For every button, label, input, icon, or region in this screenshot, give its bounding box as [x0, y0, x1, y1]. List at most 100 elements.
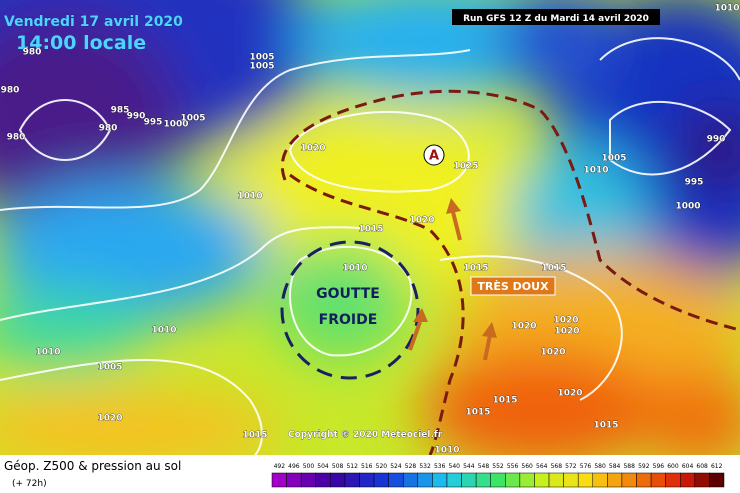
colorbar-tick-label: 552: [492, 463, 504, 470]
isobar-label: 1010: [151, 326, 176, 336]
colorbar-swatch: [650, 472, 666, 488]
colorbar-swatch: [446, 472, 462, 488]
colorbar-swatch: [577, 472, 594, 488]
colorbar-swatch: [592, 472, 608, 488]
isobar-label: 1020: [409, 216, 434, 226]
colorbar-tick-label: 524: [390, 463, 402, 470]
isobar-label: 1015: [465, 408, 490, 418]
date: Vendredi 17 avril 2020: [4, 14, 183, 30]
isobar-label: 1005: [180, 114, 205, 124]
isobar-label: 1000: [675, 202, 700, 212]
isobar-label: 1020: [554, 327, 579, 337]
isobar-label: 1015: [463, 264, 488, 274]
isobar-label: 1005: [97, 363, 122, 373]
isobar-label: 1010: [35, 348, 60, 358]
field: [0, 0, 740, 455]
colorbar-tick-label: 596: [653, 463, 665, 470]
colorbar-tick-label: 584: [609, 463, 621, 470]
colorbar-swatch: [709, 472, 725, 488]
isobar-label: 995: [144, 118, 163, 128]
colorbar-tick-label: 564: [536, 463, 548, 470]
colorbar-tick-label: 576: [580, 463, 592, 470]
colorbar-swatch: [300, 472, 316, 488]
colorbar-swatch: [621, 472, 637, 488]
isobar-label: 990: [707, 135, 726, 145]
isobar-label: 1005: [249, 62, 274, 72]
colorbar-tick-label: 504: [317, 463, 329, 470]
isobar-label: 1015: [242, 431, 267, 441]
isobar-label: 1010: [714, 4, 739, 14]
isobar-label: 1010: [434, 446, 459, 456]
colorbar-swatch: [461, 472, 477, 488]
isobar-label: 1025: [453, 162, 478, 172]
colorbar-tick-label: 544: [463, 463, 475, 470]
colorbar-tick-label: 556: [507, 463, 519, 470]
colorbar-tick-label: 560: [521, 463, 533, 470]
footer-title: Géop. Z500 & pression au sol: [4, 459, 181, 473]
isobar-label: 1020: [300, 144, 325, 154]
colorbar-swatch: [432, 472, 448, 488]
colorbar-tick-label: 540: [449, 463, 461, 470]
colorbar-tick-label: 532: [419, 463, 431, 470]
colorbar-tick-label: 600: [667, 463, 679, 470]
colorbar-tick-label: 512: [346, 463, 358, 470]
colorbar-swatch: [607, 472, 623, 488]
colorbar-tick-label: 500: [303, 463, 315, 470]
colorbar-tick-label: 604: [682, 463, 694, 470]
isobar-label: 980: [7, 133, 26, 143]
isobar-label: 1005: [601, 154, 626, 164]
colorbar-tick-label: 528: [405, 463, 417, 470]
colorbar-tick-label: 588: [623, 463, 635, 470]
isobar-label: 1015: [358, 225, 383, 235]
high-label: A: [429, 149, 439, 164]
colorbar-swatch: [271, 472, 287, 488]
colorbar: 492 496 500 504 508 512 516 520 524 528 532 536 540 5…: [271, 463, 725, 488]
colorbar-tick-label: 608: [696, 463, 708, 470]
isobar-label: 1010: [237, 192, 262, 202]
high-marker: [423, 144, 445, 166]
isobar-label: 980: [99, 124, 118, 134]
isobar-label: 1010: [583, 166, 608, 176]
isobar-label: 1020: [540, 348, 565, 358]
colorbar-swatch: [344, 472, 360, 488]
warm-box: [470, 276, 556, 296]
colorbar-tick-label: 548: [478, 463, 490, 470]
colorbar-swatch: [665, 472, 681, 488]
colorbar-swatch: [417, 472, 433, 488]
colorbar-swatch: [534, 472, 550, 488]
colorbar-swatch: [315, 472, 331, 488]
colorbar-swatch: [373, 472, 389, 488]
time: 14:00 locale: [16, 32, 146, 54]
footer-lead: (+ 72h): [12, 479, 47, 489]
isobar-label: 985: [111, 106, 130, 116]
colorbar-swatch: [505, 472, 521, 488]
colorbar-swatch: [475, 472, 491, 488]
colorbar-swatch: [519, 472, 535, 488]
isobar-label: 1020: [553, 316, 578, 326]
colorbar-tick-label: 516: [361, 463, 373, 470]
colorbar-tick-label: 612: [711, 463, 723, 470]
run-label: Run GFS 12 Z du Mardi 14 avril 2020: [463, 14, 649, 24]
cold-drop-label: FROIDE: [319, 312, 378, 328]
isobar-label: 1015: [492, 396, 517, 406]
colorbar-tick-label: 520: [376, 463, 388, 470]
isobar-label: 1020: [511, 322, 536, 332]
colorbar-swatch: [388, 472, 404, 488]
isobar-label: 995: [685, 178, 704, 188]
colorbar-tick-label: 572: [565, 463, 577, 470]
isobar-label: 1015: [541, 264, 566, 274]
copyright: Copyright © 2020 Meteociel.fr: [288, 430, 443, 440]
isobar-label: 1020: [557, 389, 582, 399]
warm-label: TRÈS DOUX: [477, 280, 549, 293]
colorbar-swatch: [563, 472, 579, 488]
isobar-label: 980: [1, 86, 20, 96]
isobar-label: 1005: [249, 53, 274, 63]
colorbar-tick-label: 508: [332, 463, 344, 470]
colorbar-tick-label: 580: [594, 463, 606, 470]
isobar-label: 980: [23, 48, 42, 58]
colorbar-swatch: [694, 472, 710, 488]
colorbar-swatch: [548, 472, 564, 488]
cold-drop-label: GOUTTE: [316, 286, 380, 302]
